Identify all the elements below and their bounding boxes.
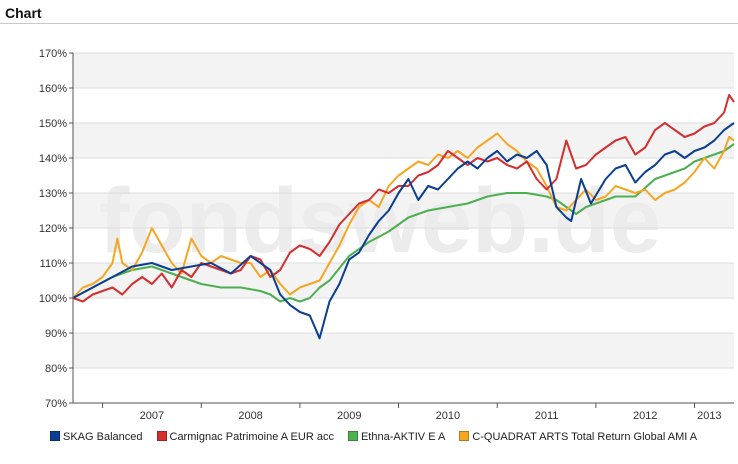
y-tick-label: 130% [39, 188, 67, 200]
legend-swatch [156, 431, 167, 441]
y-tick-label: 150% [39, 118, 67, 130]
legend-item: Carmignac Patrimoine A EUR acc [156, 431, 334, 443]
x-tick-label: 2012 [633, 410, 657, 422]
grid-band [73, 123, 734, 158]
panel-header: Chart [0, 0, 738, 24]
x-axis: 2007 2008 2009 2010 2011 2012 2013 [102, 403, 722, 422]
legend-swatch [459, 431, 470, 441]
y-tick-label: 140% [39, 153, 67, 165]
series-line-3 [72, 143, 735, 303]
y-tick-label: 170% [39, 48, 67, 60]
y-tick-label: 80% [45, 363, 67, 375]
legend-swatch [50, 431, 60, 441]
x-tick-label: 2007 [140, 410, 164, 422]
y-tick-label: 100% [39, 293, 67, 305]
legend-label: Ethna-AKTIV E A [360, 431, 446, 443]
y-tick-label: 70% [45, 398, 67, 410]
legend-item: C-QUADRAT ARTS Total Return Global AMI A [459, 431, 697, 443]
legend-label: SKAG Balanced [63, 431, 143, 443]
legend: SKAG Balanced Carmignac Patrimoine A EUR … [50, 431, 711, 445]
series-line-2 [72, 94, 735, 303]
x-tick-label: 2009 [337, 410, 361, 422]
legend-label: Carmignac Patrimoine A EUR acc [169, 431, 334, 443]
y-tick-label: 90% [45, 328, 67, 340]
y-tick-label: 160% [39, 83, 67, 95]
series-line-1 [72, 122, 735, 340]
y-axis: 70% 80% 90% 100% 110% 120% 130% 140% 150% 160% 170… [39, 48, 73, 410]
panel-title: Chart [5, 5, 42, 21]
legend-item: Ethna-AKTIV E A [347, 431, 446, 443]
y-tick-label: 120% [39, 223, 67, 235]
x-tick-label: 2011 [535, 410, 559, 422]
series-lines [72, 94, 735, 340]
x-tick-label: 2013 [697, 410, 721, 422]
legend-item: SKAG Balanced [50, 431, 143, 443]
y-tick-label: 110% [40, 258, 68, 270]
x-tick-label: 2008 [238, 410, 262, 422]
grid-band [73, 333, 734, 368]
legend-swatch [347, 431, 358, 441]
legend-label: C-QUADRAT ARTS Total Return Global AMI A [472, 431, 698, 443]
grid-band [73, 53, 734, 88]
x-tick-label: 2010 [436, 410, 460, 422]
